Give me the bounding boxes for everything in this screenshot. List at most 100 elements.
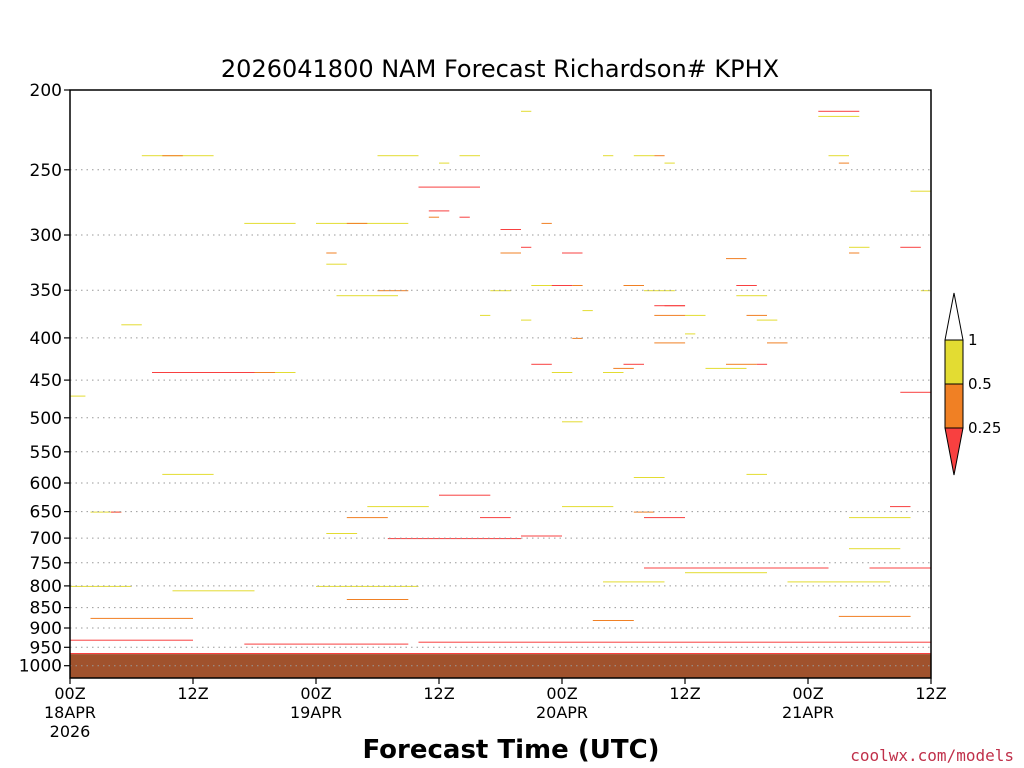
heatmap-cell-high bbox=[756, 319, 778, 321]
x-tick-label: 00Z bbox=[54, 684, 85, 703]
heatmap-cell-low bbox=[428, 210, 450, 212]
heatmap-cell-mid bbox=[654, 155, 665, 157]
heatmap-cell-low bbox=[869, 567, 931, 569]
heatmap-cell-mid bbox=[633, 511, 655, 513]
heatmap-cell-high bbox=[336, 222, 409, 224]
heatmap-cell-high bbox=[685, 572, 767, 574]
x-axis-label: Forecast Time (UTC) bbox=[362, 735, 659, 765]
heatmap-cell-high bbox=[326, 263, 347, 265]
heatmap-cell-high bbox=[480, 314, 491, 316]
heatmap-cell-mid bbox=[623, 285, 644, 286]
heatmap-cell-low bbox=[521, 535, 562, 537]
heatmap-cell-mid bbox=[346, 517, 388, 519]
y-tick-label: 400 bbox=[30, 329, 62, 349]
legend-label: 0.5 bbox=[968, 375, 992, 393]
heatmap-cell-high bbox=[736, 295, 768, 297]
y-tick-label: 700 bbox=[30, 529, 62, 549]
y-tick-label: 650 bbox=[30, 503, 62, 523]
heatmap-cell-low bbox=[623, 363, 644, 365]
x-tick-date: 21APR bbox=[782, 703, 834, 722]
x-tick-date: 19APR bbox=[290, 703, 342, 722]
credit-text: coolwx.com/models bbox=[850, 746, 1014, 765]
x-tick-date: 18APR bbox=[44, 703, 96, 722]
heatmap-cell-low bbox=[480, 517, 511, 519]
heatmap-cell-low bbox=[439, 494, 491, 496]
legend-swatch-yellow bbox=[944, 339, 964, 385]
heatmap-cell-mid bbox=[726, 363, 757, 365]
heatmap-cell-high bbox=[70, 585, 132, 587]
heatmap-cell-high bbox=[162, 473, 214, 475]
y-tick-label: 300 bbox=[30, 226, 62, 246]
heatmap-cell-high bbox=[849, 548, 901, 550]
heatmap-cell-high bbox=[326, 533, 358, 534]
heatmap-cell-low bbox=[767, 641, 931, 643]
heatmap-cell-low bbox=[736, 285, 757, 286]
plot-frame bbox=[69, 89, 932, 679]
chart-title: 2026041800 NAM Forecast Richardson# KPHX bbox=[221, 55, 779, 83]
heatmap-cell-mid bbox=[572, 285, 583, 286]
x-tick-label: 12Z bbox=[177, 684, 208, 703]
y-axis: 200 250 300 350 400 450 500 550 600 650 700 750 8008… bbox=[19, 81, 70, 677]
heatmap-cell-mid bbox=[541, 222, 552, 224]
heatmap-cell-low bbox=[644, 567, 829, 569]
heatmap-cell-mid bbox=[428, 216, 440, 218]
y-tick-label: 600 bbox=[30, 474, 62, 494]
heatmap-cell-mid bbox=[726, 258, 747, 260]
heatmap-cell-high bbox=[521, 319, 532, 321]
y-tick-label: 850 bbox=[30, 599, 62, 619]
heatmap-cell-high bbox=[633, 477, 665, 478]
heatmap-cell-high bbox=[90, 511, 122, 513]
heatmap-cell-high bbox=[172, 590, 255, 592]
legend-swatch-white bbox=[944, 292, 964, 341]
heatmap-cell-high bbox=[920, 290, 931, 292]
heatmap-cell-mid bbox=[377, 290, 409, 292]
heatmap-cell-high bbox=[910, 190, 931, 192]
legend-swatch-red bbox=[944, 427, 964, 476]
heatmap-cell-high bbox=[603, 372, 624, 373]
heatmap-cell-low bbox=[418, 641, 542, 643]
heatmap-cell-mid bbox=[346, 222, 368, 224]
y-tick-label: 450 bbox=[30, 371, 62, 391]
heatmap-cell-low bbox=[244, 643, 409, 645]
heatmap-cell-high bbox=[787, 581, 890, 583]
heatmap-cell-high bbox=[685, 333, 696, 335]
y-tick-label: 500 bbox=[30, 409, 62, 429]
heatmap-cell-high bbox=[521, 110, 532, 112]
x-tick-date: 20APR bbox=[536, 703, 588, 722]
y-tick-label: 250 bbox=[30, 161, 62, 181]
heatmap-cell-mid bbox=[500, 252, 521, 254]
x-tick-label: 12Z bbox=[423, 684, 454, 703]
heatmap-cell-high bbox=[531, 285, 563, 286]
heatmap-cell-high bbox=[705, 367, 747, 369]
heatmap-cell-mid bbox=[746, 314, 767, 316]
heatmap-cell-mid bbox=[162, 155, 183, 157]
heatmap-cell-mid bbox=[326, 252, 337, 254]
x-tick-label: 00Z bbox=[792, 684, 823, 703]
heatmap-cell-low bbox=[818, 110, 860, 112]
heatmap-cell-high bbox=[603, 581, 665, 583]
heatmap-cell-low bbox=[551, 285, 573, 286]
heatmap-cell-low bbox=[500, 229, 521, 230]
heatmap-cell-high bbox=[633, 155, 655, 157]
plot-area bbox=[70, 90, 931, 678]
grid-lines bbox=[70, 169, 931, 667]
heatmap-cell-low bbox=[664, 305, 685, 307]
heatmap-cell-high bbox=[746, 473, 767, 475]
heatmap-cell-high bbox=[459, 155, 480, 157]
legend-swatch-orange bbox=[944, 383, 964, 429]
heatmap-cell-low bbox=[152, 372, 255, 373]
heatmap-cell-high bbox=[582, 310, 593, 312]
heatmap-cell-mid bbox=[838, 615, 911, 617]
heatmap-cell-high bbox=[336, 295, 398, 297]
heatmap-cell-high bbox=[562, 506, 614, 508]
x-tick-year: 2026 bbox=[50, 722, 91, 741]
heatmap-cell-low bbox=[459, 216, 470, 218]
heatmap-cell-low bbox=[890, 506, 911, 508]
heatmap-cell-high bbox=[562, 421, 583, 423]
x-tick-label: 00Z bbox=[546, 684, 577, 703]
heatmap-cell-high bbox=[849, 246, 870, 248]
heatmap-cell-high bbox=[818, 115, 860, 117]
heatmap-cell-high bbox=[828, 155, 849, 157]
heatmap-cell-low bbox=[70, 653, 931, 654]
